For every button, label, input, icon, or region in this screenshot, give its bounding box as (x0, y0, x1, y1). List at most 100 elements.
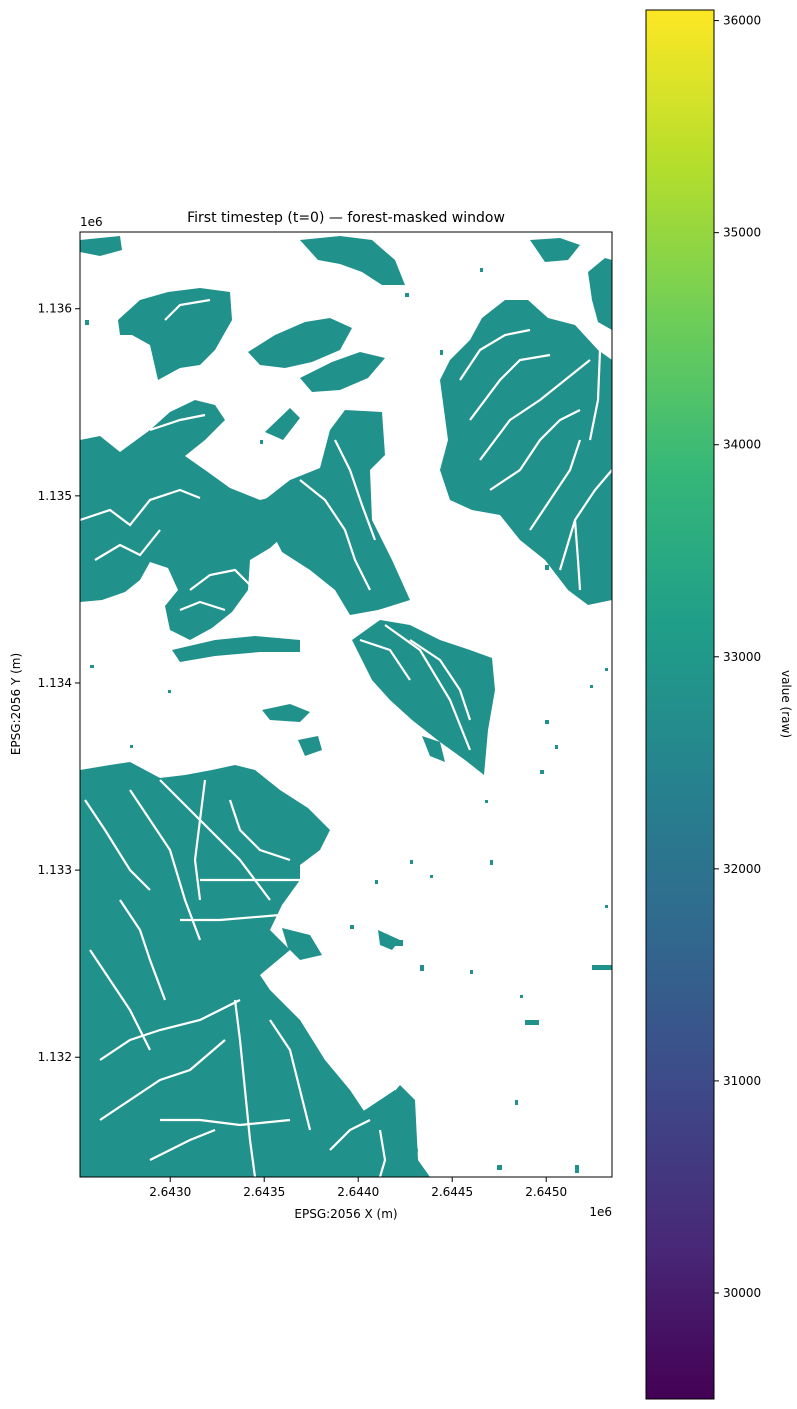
forest-speck (590, 685, 593, 688)
parcel-line (529, 439, 582, 531)
forest-patch-small-1 (262, 704, 310, 722)
forest-patch-small-2 (298, 736, 322, 756)
colorbar-tick-label: 34000 (723, 438, 761, 452)
parcel-line (189, 568, 251, 591)
x-tick-label: 2.6450 (525, 1185, 567, 1199)
parcel-line (558, 469, 612, 571)
colorbar-tick-label: 35000 (723, 226, 761, 240)
x-tick-label: 2.6435 (243, 1185, 285, 1199)
forest-patch-north-3 (300, 352, 385, 392)
parcel-line (469, 353, 551, 421)
forest-patch-centre-strip (172, 636, 300, 662)
parcel-line (129, 789, 202, 941)
forest-speck (490, 860, 493, 865)
y-offset-label: 1e6 (80, 215, 103, 229)
parcel-line (193, 779, 207, 901)
parcel-line (80, 488, 201, 527)
parcel-line (489, 409, 581, 491)
colorbar (645, 9, 715, 1400)
forest-speck (375, 880, 378, 884)
parcel-line (164, 298, 211, 321)
x-axis-label: EPSG:2056 X (m) (294, 1207, 397, 1221)
y-tick-label: 1.132 (38, 1050, 72, 1064)
y-tick-label: 1.133 (38, 863, 72, 877)
parcel-line (384, 624, 472, 751)
forest-patch-north-2 (248, 318, 352, 368)
forest-speck (420, 965, 424, 971)
forest-patch-north-1 (118, 288, 232, 380)
forest-speck (592, 965, 612, 970)
forest-speck (480, 268, 483, 272)
forest-patch-lower-left (80, 762, 430, 1177)
parcel-line (334, 439, 377, 541)
colorbar-tick-label: 36000 (723, 14, 761, 28)
y-axis-label: EPSG:2056 Y (m) (9, 653, 23, 755)
forest-patch-right-cluster (440, 300, 612, 605)
forest-patch-right-top (588, 258, 612, 330)
forest-speck (90, 665, 94, 668)
colorbar-tick-label: 32000 (723, 862, 761, 876)
parcel-line (359, 638, 411, 681)
forest-speck (545, 565, 549, 570)
parcel-line (94, 529, 161, 561)
forest-speck (350, 925, 354, 929)
x-tick-label: 2.6430 (149, 1185, 191, 1199)
colorbar-tick-label: 33000 (723, 650, 761, 664)
colorbar-label: value (raw) (779, 670, 793, 738)
forest-speck (485, 800, 488, 803)
parcel-line (149, 1128, 216, 1161)
forest-patch-centre (352, 620, 495, 775)
parcel-line (459, 328, 531, 381)
forest-speck (540, 770, 544, 774)
forest-speck (555, 745, 558, 749)
forest-patch-lower-right (320, 1090, 418, 1177)
forest-speck (85, 320, 89, 325)
forest-patch-top-1 (300, 236, 405, 285)
forest-patch-top-3 (80, 236, 122, 256)
parcel-line (409, 639, 472, 721)
forest-patch-lower-mid (282, 928, 322, 960)
forest-patch-small-3 (422, 736, 445, 762)
x-axis: 2.6430 2.6435 2.6440 2.6445 2.6450 (149, 1177, 567, 1199)
forest-speck (605, 668, 608, 671)
colorbar-tick-label: 31000 (723, 1074, 761, 1088)
parcel-line (84, 799, 151, 891)
forest-speck (520, 995, 523, 998)
forest-patch-top-2 (530, 238, 580, 262)
y-tick-label: 1.136 (38, 302, 72, 316)
forest-speck (130, 745, 133, 748)
y-axis: 1.132 1.133 1.134 1.135 1.136 (38, 302, 80, 1064)
parcel-line (329, 1119, 371, 1151)
y-tick-label: 1.135 (38, 489, 72, 503)
raster-image (80, 236, 612, 1177)
forest-speck (525, 1020, 539, 1025)
x-tick-label: 2.6440 (337, 1185, 379, 1199)
parcel-line (149, 413, 206, 432)
x-offset-label: 1e6 (589, 1205, 612, 1219)
colorbar-tick-label: 30000 (723, 1286, 761, 1300)
forest-speck (470, 970, 473, 974)
colorbar-ticks: 30000 31000 32000 33000 34000 35000 36000 (714, 14, 761, 1300)
forest-patch-north-strip (265, 408, 300, 440)
parcel-line (233, 999, 257, 1177)
parcel-line (378, 1129, 387, 1177)
forest-speck (168, 690, 171, 693)
parcel-line (119, 899, 167, 1001)
forest-speck (497, 1165, 502, 1170)
parcel-line (228, 799, 291, 862)
x-tick-label: 2.6445 (431, 1185, 473, 1199)
forest-speck (575, 1165, 579, 1173)
parcel-line (180, 913, 281, 922)
plot-frame (79, 231, 613, 1178)
forest-speck (605, 905, 608, 908)
forest-speck (385, 940, 403, 946)
y-tick-label: 1.134 (38, 676, 72, 690)
parcel-line (479, 359, 591, 461)
forest-speck (430, 875, 433, 878)
parcel-line (179, 600, 226, 612)
forest-speck (260, 440, 263, 444)
parcel-line (99, 1039, 226, 1121)
parcel-line (573, 519, 582, 591)
forest-speck (440, 350, 443, 355)
